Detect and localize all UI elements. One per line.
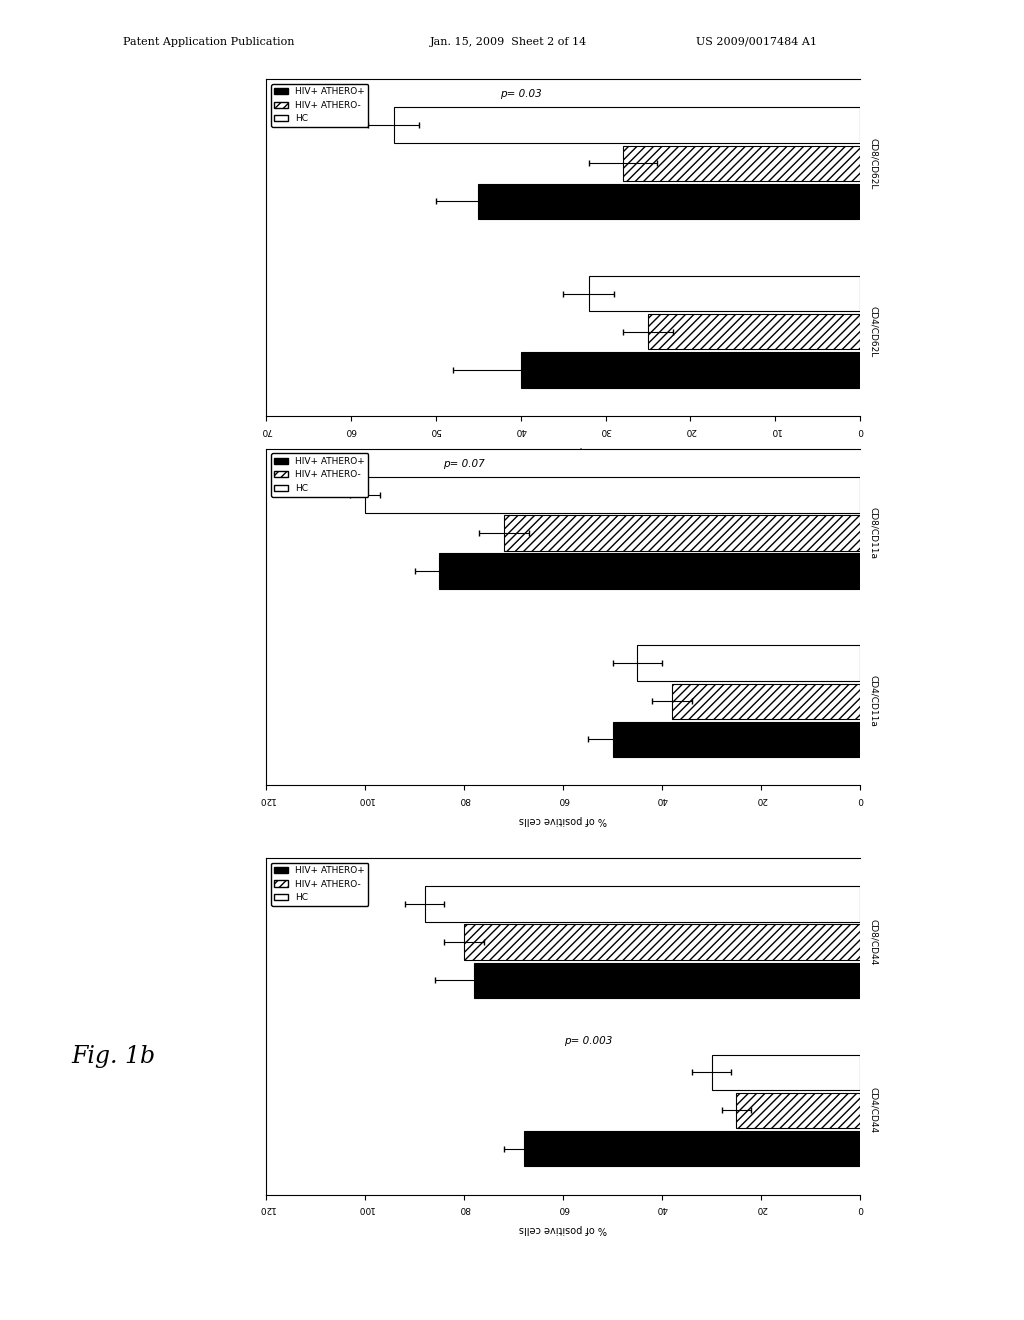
Bar bbox=[637, 645, 860, 681]
Legend: HIV+ ATHERO+, HIV+ ATHERO-, HC: HIV+ ATHERO+, HIV+ ATHERO-, HC bbox=[270, 453, 369, 496]
Bar bbox=[504, 515, 860, 550]
Bar bbox=[523, 1131, 860, 1167]
Text: Jan. 15, 2009  Sheet 2 of 14: Jan. 15, 2009 Sheet 2 of 14 bbox=[430, 37, 588, 48]
Bar bbox=[425, 886, 860, 921]
Text: US 2009/0017484 A1: US 2009/0017484 A1 bbox=[696, 37, 817, 48]
Bar bbox=[393, 107, 860, 143]
Text: p= 0.03: p= 0.03 bbox=[500, 90, 542, 99]
Legend: HIV+ ATHERO+, HIV+ ATHERO-, HC: HIV+ ATHERO+, HIV+ ATHERO-, HC bbox=[270, 862, 369, 906]
Bar bbox=[474, 962, 860, 998]
Bar bbox=[712, 1055, 860, 1090]
Bar bbox=[623, 145, 860, 181]
Text: p= 0.07: p= 0.07 bbox=[443, 459, 485, 469]
Bar bbox=[366, 477, 860, 512]
X-axis label: % of positive cells: % of positive cells bbox=[519, 816, 607, 825]
Text: Patent Application Publication: Patent Application Publication bbox=[123, 37, 294, 48]
Bar bbox=[478, 183, 860, 219]
Bar bbox=[672, 684, 860, 719]
X-axis label: % of positive cells: % of positive cells bbox=[519, 1225, 607, 1234]
Bar bbox=[439, 553, 860, 589]
Bar bbox=[736, 1093, 860, 1129]
Bar bbox=[464, 924, 860, 960]
X-axis label: % of positive cells: % of positive cells bbox=[519, 446, 607, 455]
Bar bbox=[521, 352, 860, 388]
Text: Fig. 1b: Fig. 1b bbox=[72, 1044, 156, 1068]
Legend: HIV+ ATHERO+, HIV+ ATHERO-, HC: HIV+ ATHERO+, HIV+ ATHERO-, HC bbox=[270, 83, 369, 127]
Bar bbox=[648, 314, 860, 350]
Text: p= 0.003: p= 0.003 bbox=[564, 1036, 612, 1047]
Bar bbox=[589, 276, 860, 312]
Bar bbox=[612, 722, 860, 758]
